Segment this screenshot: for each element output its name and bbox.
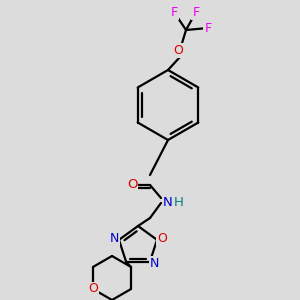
Text: N: N <box>163 196 173 209</box>
Text: H: H <box>174 196 184 209</box>
Text: O: O <box>127 178 137 191</box>
Text: O: O <box>157 232 167 245</box>
Text: F: F <box>204 22 211 34</box>
Text: N: N <box>150 257 159 270</box>
Text: F: F <box>192 5 200 19</box>
Text: F: F <box>170 5 178 19</box>
Text: O: O <box>88 283 98 296</box>
Text: N: N <box>109 232 119 245</box>
Text: O: O <box>173 44 183 56</box>
